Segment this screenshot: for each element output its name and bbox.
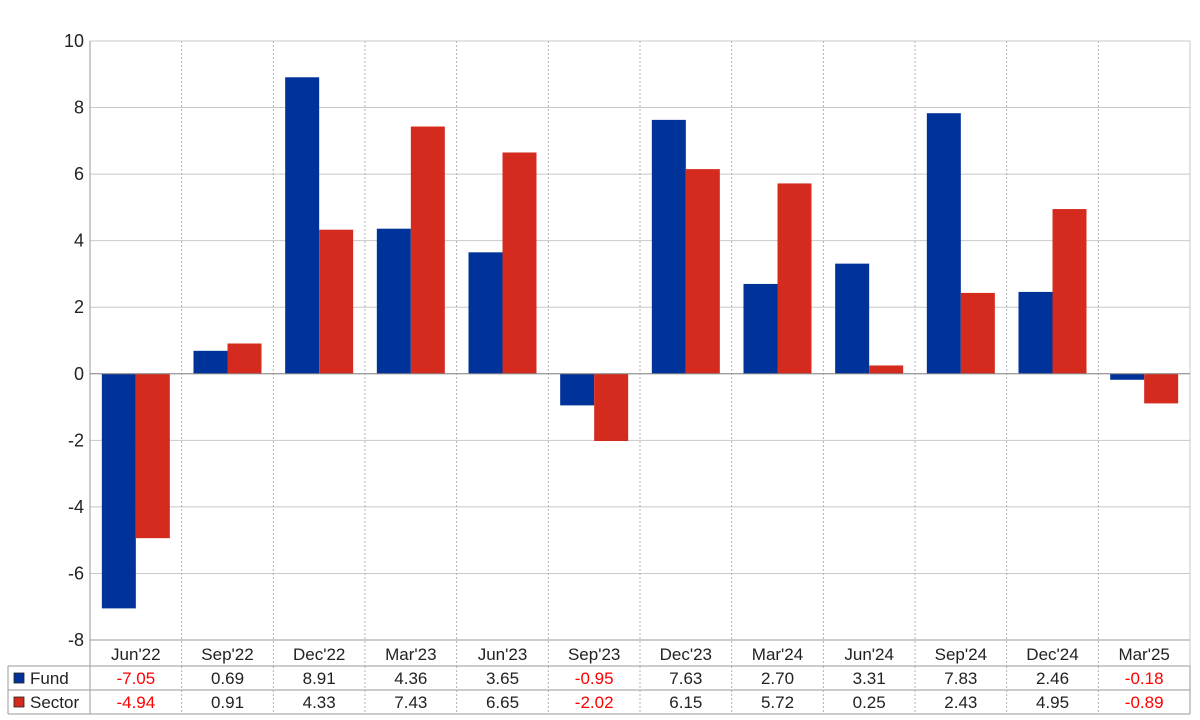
data-label-sector: -0.89 <box>1125 693 1164 712</box>
y-tick-label: 8 <box>74 98 84 118</box>
category-label: Sep'24 <box>935 645 987 664</box>
data-label-sector: 5.72 <box>761 693 794 712</box>
y-tick-label: -8 <box>68 630 84 650</box>
bar-fund <box>193 350 228 374</box>
bar-sector <box>960 292 995 374</box>
bar-fund <box>651 119 686 374</box>
data-label-sector: 4.95 <box>1036 693 1069 712</box>
data-label-fund: 7.63 <box>669 669 702 688</box>
category-label: Jun'23 <box>478 645 528 664</box>
y-tick-label: 4 <box>74 231 84 251</box>
y-tick-label: 0 <box>74 364 84 384</box>
bar-sector <box>777 183 812 374</box>
category-label: Mar'25 <box>1118 645 1169 664</box>
data-label-sector: 6.65 <box>486 693 519 712</box>
y-tick-label: 6 <box>74 164 84 184</box>
data-label-sector: 7.43 <box>394 693 427 712</box>
y-tick-label: 2 <box>74 297 84 317</box>
bar-fund <box>1018 291 1053 374</box>
data-label-fund: 4.36 <box>394 669 427 688</box>
bar-sector <box>502 152 537 374</box>
legend-swatch-sector <box>13 696 25 708</box>
data-label-fund: -7.05 <box>116 669 155 688</box>
y-tick-label: -2 <box>68 430 84 450</box>
data-label-fund: 3.31 <box>853 669 886 688</box>
bar-fund <box>1110 373 1145 380</box>
data-label-sector: 6.15 <box>669 693 702 712</box>
category-label: Dec'24 <box>1026 645 1078 664</box>
bar-fund <box>101 373 136 609</box>
bar-sector <box>1144 373 1179 404</box>
category-label: Dec'23 <box>660 645 712 664</box>
data-label-fund: -0.95 <box>575 669 614 688</box>
category-label: Jun'24 <box>844 645 894 664</box>
category-label: Mar'23 <box>385 645 436 664</box>
category-label: Dec'22 <box>293 645 345 664</box>
bar-fund <box>835 263 870 374</box>
legend-label-sector: Sector <box>30 693 79 712</box>
data-label-fund: 7.83 <box>944 669 977 688</box>
legend-label-fund: Fund <box>30 669 69 688</box>
axes: 10 8 6 4 2 0 -2 -4 -6 -8 <box>64 31 1191 666</box>
bar-sector <box>869 365 904 374</box>
data-label-fund: 2.46 <box>1036 669 1069 688</box>
bar-fund <box>376 228 411 374</box>
bars <box>101 77 1179 609</box>
data-label-fund: 3.65 <box>486 669 519 688</box>
data-label-sector: 0.25 <box>853 693 886 712</box>
data-label-sector: -4.94 <box>116 693 155 712</box>
category-label: Sep'23 <box>568 645 620 664</box>
bar-sector <box>594 373 629 441</box>
data-label-fund: -0.18 <box>1125 669 1164 688</box>
data-label-sector: 4.33 <box>303 693 336 712</box>
legend-swatch-fund <box>13 672 25 684</box>
y-tick-label: 10 <box>64 31 84 51</box>
bar-sector <box>227 343 262 374</box>
data-label-sector: 0.91 <box>211 693 244 712</box>
bar-sector <box>410 126 445 374</box>
data-table: Jun'22 Sep'22 Dec'22 Mar'23 Jun'23 Sep'23 Dec'… <box>7 639 1191 715</box>
bar-sector <box>685 169 720 374</box>
data-label-fund: 0.69 <box>211 669 244 688</box>
bar-fund <box>285 77 320 374</box>
data-label-fund: 2.70 <box>761 669 794 688</box>
bar-fund <box>468 252 503 374</box>
bar-sector <box>1052 209 1087 374</box>
y-tick-label: -6 <box>68 563 84 583</box>
category-label: Mar'24 <box>752 645 803 664</box>
data-label-fund: 8.91 <box>303 669 336 688</box>
data-label-sector: -2.02 <box>575 693 614 712</box>
category-label: Jun'22 <box>111 645 161 664</box>
data-label-sector: 2.43 <box>944 693 977 712</box>
bar-fund <box>743 283 778 374</box>
bar-sector <box>135 373 170 539</box>
y-tick-label: -4 <box>68 497 84 517</box>
category-label: Sep'22 <box>201 645 253 664</box>
bar-sector <box>319 229 354 374</box>
bar-fund <box>560 373 595 406</box>
bar-fund <box>926 113 961 374</box>
